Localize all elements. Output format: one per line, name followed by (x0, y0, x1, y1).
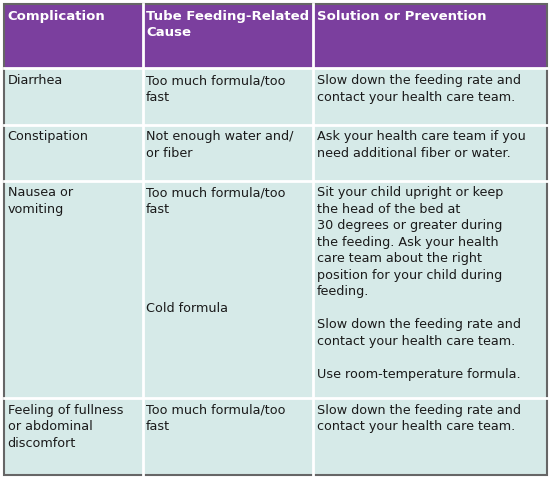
Text: Constipation: Constipation (8, 130, 89, 143)
Text: Slow down the feeding rate and
contact your health care team.: Slow down the feeding rate and contact y… (317, 74, 521, 104)
Bar (4, 181, 143, 398)
Text: Ask your health care team if you
need additional fiber or water.: Ask your health care team if you need ad… (317, 130, 526, 159)
Text: Tube Feeding-Related
Cause: Tube Feeding-Related Cause (146, 10, 309, 39)
Bar (4, 5, 143, 69)
Text: Solution or Prevention: Solution or Prevention (317, 10, 487, 23)
Bar (143, 181, 314, 398)
Text: Too much formula/too
fast: Too much formula/too fast (146, 74, 285, 104)
Bar (314, 181, 547, 398)
Bar (143, 125, 314, 181)
Bar (4, 125, 143, 181)
Bar (143, 69, 314, 125)
Bar (314, 125, 547, 181)
Bar (314, 398, 547, 475)
Bar (314, 69, 547, 125)
Bar (4, 69, 143, 125)
Text: Diarrhea: Diarrhea (8, 74, 63, 87)
Text: Slow down the feeding rate and
contact your health care team.: Slow down the feeding rate and contact y… (317, 403, 521, 432)
Bar (314, 5, 547, 69)
Text: Too much formula/too
fast





Cold formula: Too much formula/too fast Cold formula (146, 186, 285, 314)
Text: Sit your child upright or keep
the head of the bed at
30 degrees or greater duri: Sit your child upright or keep the head … (317, 186, 521, 380)
Text: Too much formula/too
fast: Too much formula/too fast (146, 403, 285, 432)
Text: Not enough water and/
or fiber: Not enough water and/ or fiber (146, 130, 293, 159)
Text: Complication: Complication (8, 10, 105, 23)
Bar (143, 5, 314, 69)
Bar (143, 398, 314, 475)
Bar (4, 398, 143, 475)
Text: Feeling of fullness
or abdominal
discomfort: Feeling of fullness or abdominal discomf… (8, 403, 123, 449)
Text: Nausea or
vomiting: Nausea or vomiting (8, 186, 73, 216)
